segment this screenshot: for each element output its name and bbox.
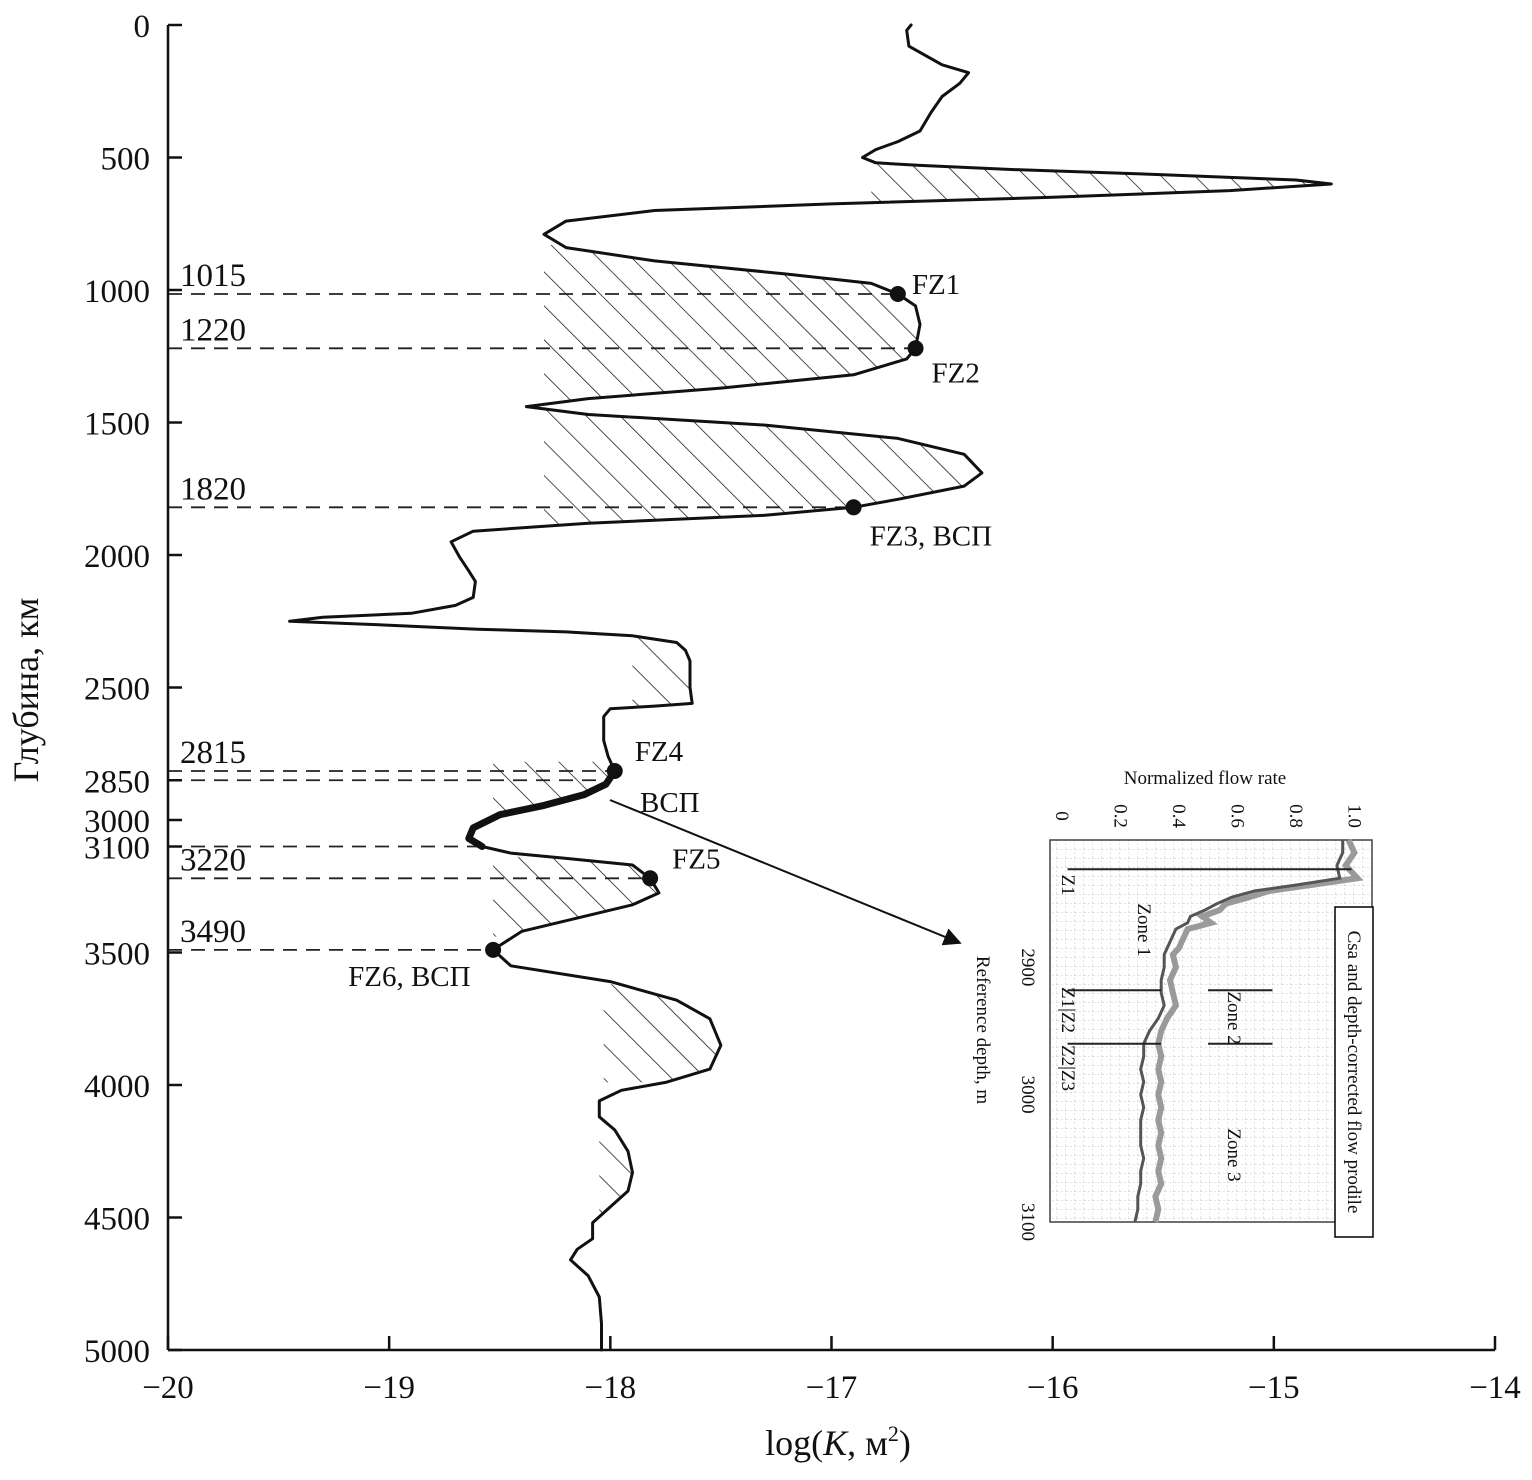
inset-zone-label: Z1|Z2 (1057, 987, 1078, 1033)
marker-point (642, 870, 659, 887)
axis-ticks: −20 −19 −18 −17 −16 −15 −14 0 500 1000 1500 2000 250… (84, 9, 1521, 1406)
inset-zone-label: Zone 2 (1223, 991, 1244, 1044)
inset-rate-tick-label: 0.6 (1227, 804, 1248, 828)
y-tick-label: 3000 (84, 804, 150, 840)
x-tick-label: −14 (1469, 1370, 1521, 1406)
depth-label-1220: 1220 (180, 312, 246, 348)
marker-label: FZ1 (912, 269, 960, 301)
marker-label: FZ6, ВСП (348, 961, 471, 993)
inset-series-2 (1133, 840, 1345, 1223)
depth-reference-lines: 1015 1220 1820 2815 3220 3490 (168, 258, 916, 951)
hatched-zone-7 (603, 984, 721, 1083)
marker-point (889, 285, 906, 302)
hatched-zone-8 (599, 1106, 633, 1226)
marker-label: FZ4 (635, 736, 684, 768)
permeability-curve (288, 23, 1333, 1352)
y-tick-label: 4000 (84, 1069, 150, 1105)
inset-zone-label: Zone 3 (1223, 1128, 1244, 1181)
y-tick-label: 1500 (84, 407, 150, 443)
inset-title: Normalized flow rate (1124, 768, 1286, 789)
depth-label-3220: 3220 (180, 842, 246, 878)
marker-point (907, 340, 924, 357)
hatched-zones (493, 157, 1329, 1226)
inset-zone-label: Z1 (1057, 874, 1078, 895)
hatched-zone-6 (493, 857, 659, 937)
inset-rate-tick-label: 0.8 (1285, 804, 1306, 828)
inset-rate-tick-label: 0.2 (1110, 804, 1131, 828)
inset-pointer-arrow (609, 799, 962, 946)
x-axis-title: log(K, м2) (765, 1421, 911, 1463)
x-tick-label: −20 (142, 1370, 194, 1406)
x-tick-label: −19 (363, 1370, 415, 1406)
inset-legend-label: Csa and depth-corrected flow prodile (1343, 931, 1364, 1214)
depth-label-1820: 1820 (180, 471, 246, 507)
depth-label-3490: 3490 (180, 914, 246, 950)
hatched-zone-4 (632, 635, 692, 707)
marker-point (845, 499, 862, 516)
y-tick-label: 3500 (84, 937, 150, 973)
inset-legend-box (1334, 906, 1374, 1238)
curve-segment-2 (465, 767, 619, 850)
y-tick-label: 1000 (84, 274, 150, 310)
curve-segment-1 (288, 23, 1333, 773)
inset-depth-tick-label: 3000 (1017, 1076, 1038, 1114)
marker-label: FZ3, ВСП (870, 520, 993, 552)
marker-label: FZ5 (672, 843, 720, 875)
inset-rate-tick-label: 0 (1051, 811, 1072, 821)
inset-depth-axis-title: Reference depth, m (972, 956, 993, 1104)
inset-depth-tick-label: 3100 (1017, 1203, 1038, 1241)
x-tick-label: −15 (1248, 1370, 1300, 1406)
depth-label-2815: 2815 (180, 735, 246, 771)
inset-depth-tick-label: 2900 (1017, 948, 1038, 986)
x-tick-label: −16 (1027, 1370, 1079, 1406)
marker-point (606, 762, 623, 779)
y-tick-label: 5000 (84, 1334, 150, 1370)
x-tick-label: −18 (585, 1370, 637, 1406)
y-tick-label: 500 (101, 142, 151, 178)
flow-rate-inset: Normalized flow rate 0 0.2 0.4 0.6 0.8 1.0 2900… (972, 768, 1374, 1241)
depth-label-1015: 1015 (180, 258, 246, 294)
curve-segment-3 (480, 845, 723, 1352)
x-tick-label: −17 (806, 1370, 858, 1406)
inset-plot-area (1049, 839, 1373, 1223)
inset-series-1 (1152, 838, 1364, 1223)
inset-rate-tick-label: 0.4 (1168, 804, 1189, 828)
inset-zone-label: Z2|Z3 (1057, 1045, 1078, 1091)
y-tick-label: 2850 (84, 764, 150, 800)
marker-label: FZ2 (932, 357, 980, 389)
y-tick-label: 2500 (84, 672, 150, 708)
hatched-zone-1 (871, 157, 1329, 206)
y-tick-label: 3100 (84, 831, 150, 867)
inset-zone-label: Zone 1 (1133, 903, 1154, 956)
y-tick-label: 2000 (84, 539, 150, 575)
marker-label-vsp: ВСП (640, 787, 700, 819)
marker-point (485, 941, 502, 958)
y-tick-label: 4500 (84, 1202, 150, 1238)
markers: FZ1 FZ2 FZ3, ВСП FZ4 ВСП FZ5 FZ6, ВСП (348, 269, 992, 993)
y-tick-label: 0 (134, 9, 151, 45)
y-axis-title: Глубина, км (6, 598, 46, 783)
inset-rate-tick-label: 1.0 (1344, 804, 1365, 828)
hatched-zone-2 (544, 245, 920, 407)
